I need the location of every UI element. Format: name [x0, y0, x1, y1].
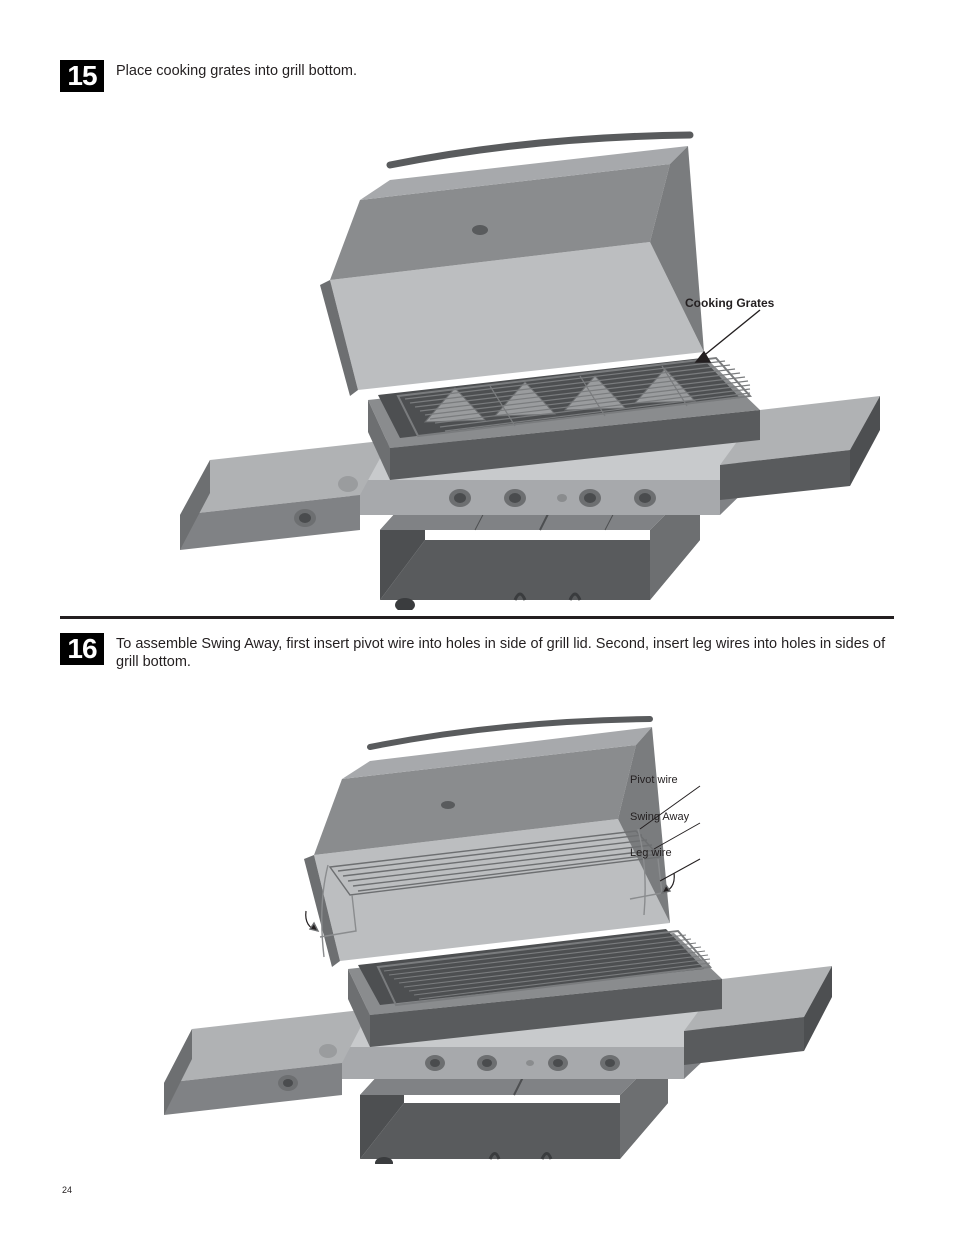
- step-15-badge: 15: [60, 60, 104, 92]
- step-16-number: 16: [67, 633, 96, 665]
- step-16-row: 16 To assemble Swing Away, first insert …: [60, 633, 894, 671]
- grill-illustration-15: [60, 100, 894, 610]
- label-pivot-wire: Pivot wire: [630, 774, 678, 786]
- page-number: 24: [62, 1185, 72, 1195]
- figure-16: Pivot wire Swing Away Leg wire: [60, 679, 894, 1164]
- step-15-row: 15 Place cooking grates into grill botto…: [60, 60, 894, 92]
- label-leg-wire: Leg wire: [630, 847, 672, 859]
- step-16-instruction: To assemble Swing Away, first insert piv…: [116, 633, 894, 671]
- step-15-number: 15: [67, 60, 96, 92]
- grill-illustration-16: [60, 679, 894, 1164]
- step-16-badge: 16: [60, 633, 104, 665]
- label-swing-away: Swing Away: [630, 811, 689, 823]
- separator-rule: [60, 616, 894, 619]
- figure-15: Cooking Grates: [60, 100, 894, 610]
- step-15-instruction: Place cooking grates into grill bottom.: [116, 60, 357, 80]
- label-cooking-grates: Cooking Grates: [685, 296, 774, 310]
